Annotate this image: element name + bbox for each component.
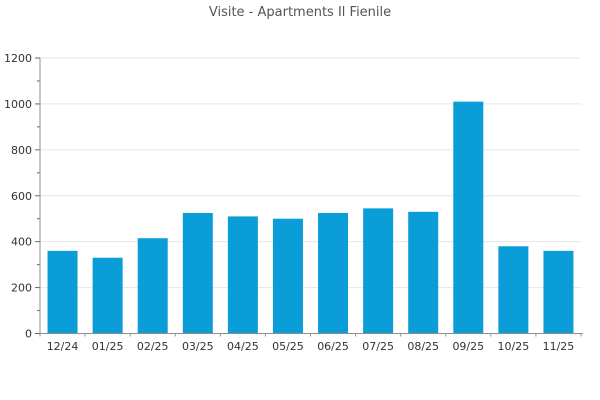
y-tick-label: 1200 (4, 52, 32, 65)
bar-11/25[interactable] (543, 250, 574, 334)
bar-03/25[interactable] (182, 212, 213, 334)
bar-01/25[interactable] (92, 257, 123, 334)
bar-04/25[interactable] (227, 216, 258, 334)
y-tick-label: 0 (25, 328, 32, 341)
x-tick-label: 07/25 (362, 340, 394, 353)
bar-07/25[interactable] (363, 208, 394, 334)
y-tick-label: 200 (11, 282, 32, 295)
x-tick-label: 10/25 (498, 340, 530, 353)
y-tick-label: 800 (11, 144, 32, 157)
x-tick-label: 08/25 (407, 340, 439, 353)
x-tick-label: 06/25 (317, 340, 349, 353)
x-tick-label: 12/24 (47, 340, 79, 353)
x-tick-label: 11/25 (543, 340, 575, 353)
x-tick-label: 03/25 (182, 340, 214, 353)
x-tick-label: 01/25 (92, 340, 124, 353)
x-tick-label: 02/25 (137, 340, 169, 353)
bar-06/25[interactable] (318, 212, 349, 334)
bar-12/24[interactable] (47, 250, 78, 334)
x-tick-label: 04/25 (227, 340, 259, 353)
bar-10/25[interactable] (498, 246, 529, 334)
bar-09/25[interactable] (453, 101, 484, 334)
chart-title: Visite - Apartments Il Fienile (208, 5, 392, 20)
bar-02/25[interactable] (137, 238, 168, 334)
y-tick-label: 400 (11, 236, 32, 249)
y-tick-label: 600 (11, 190, 32, 203)
x-tick-label: 05/25 (272, 340, 304, 353)
bar-05/25[interactable] (272, 218, 303, 334)
x-tick-label: 09/25 (452, 340, 484, 353)
y-tick-label: 1000 (4, 98, 32, 111)
bar-08/25[interactable] (408, 211, 439, 334)
